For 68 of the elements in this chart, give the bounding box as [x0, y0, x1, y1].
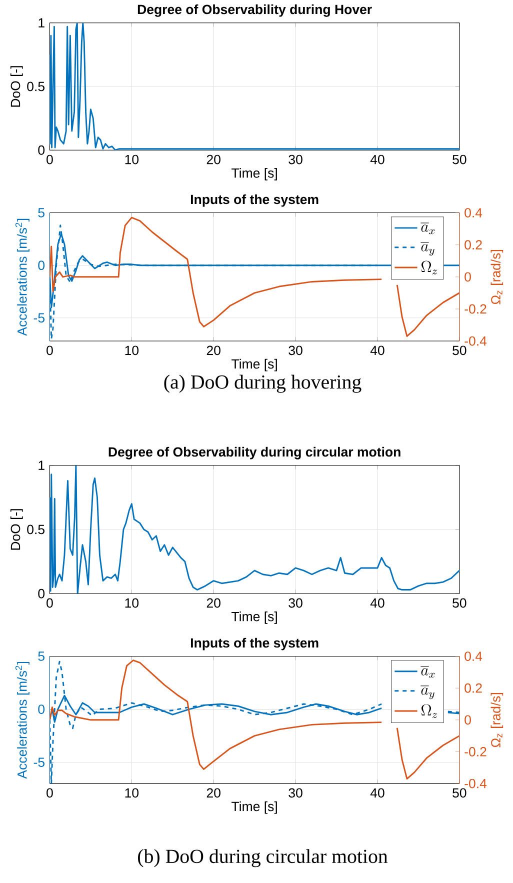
y2-tick-label: -0.4 — [464, 778, 486, 788]
y-tick-label: -5 — [34, 313, 44, 323]
x-tick-label: 40 — [370, 346, 384, 356]
legend-label: $\overline{a}_y$ — [420, 686, 434, 700]
y2-tick-label: -0.2 — [464, 747, 486, 756]
y-tick-label: 0.5 — [27, 524, 44, 534]
y2-tick-label: 0 — [464, 715, 471, 725]
y2-axis-title: Ω$_{z}$ [rad/s] — [490, 692, 504, 748]
legend-label: $\overline{a}_x$ — [420, 222, 435, 234]
y2-tick-label: 0.2 — [464, 240, 482, 250]
y2-tick-label: 0 — [464, 272, 471, 282]
legend-label: $\overline{a}_y$ — [420, 242, 434, 256]
y-tick-label: 0 — [38, 260, 44, 270]
x-tick-label: 40 — [370, 788, 384, 798]
y2-tick-label: 0.4 — [464, 652, 482, 661]
y-axis-title: Accelerations [m/s$^{2}$] — [15, 218, 30, 336]
y-tick-label: 1 — [38, 18, 44, 28]
x-tick-label: 0 — [46, 598, 53, 608]
chart-title: Degree of Observability during Hover — [138, 4, 372, 17]
x-tick-label: 50 — [452, 788, 466, 798]
x-tick-label: 0 — [46, 788, 53, 798]
x-tick-label: 50 — [452, 346, 466, 356]
chart-title: Degree of Observability during circular motion — [108, 446, 400, 460]
x-tick-label: 40 — [370, 154, 384, 164]
text: (b) DoO during circular motion — [138, 849, 388, 868]
x-tick-label: 30 — [288, 154, 302, 164]
y-axis-title: DoO [-] — [10, 66, 23, 107]
x-tick-label: 10 — [125, 598, 138, 608]
x-tick-label: 10 — [125, 788, 138, 798]
y-tick-label: 5 — [38, 652, 44, 661]
y2-tick-label: 0.2 — [464, 683, 482, 693]
x-tick-label: 20 — [206, 346, 220, 356]
x-tick-label: 10 — [125, 346, 138, 356]
y-tick-label: 0 — [38, 588, 44, 598]
x-tick-label: 20 — [206, 788, 220, 798]
x-tick-label: 0 — [46, 154, 53, 164]
y2-axis-title: Ω$_{z}$ [rad/s] — [490, 250, 504, 304]
legend-label: $\Omega_z$ — [421, 704, 438, 718]
y-tick-label: 0.5 — [27, 82, 44, 92]
x-tick-label: 20 — [206, 598, 220, 608]
x-axis-title: Time [s] — [231, 611, 277, 624]
x-tick-label: 0 — [46, 346, 53, 356]
chart-title: Inputs of the system — [190, 194, 318, 207]
x-tick-label: 30 — [288, 346, 302, 356]
x-tick-label: 50 — [452, 598, 466, 608]
x-tick-label: 30 — [288, 598, 302, 608]
y-axis-title: DoO [-] — [10, 509, 23, 550]
y-axis-title: Accelerations [m/s$^{2}$] — [15, 662, 30, 779]
y-tick-label: 5 — [38, 208, 44, 218]
y2-tick-label: 0.4 — [464, 208, 482, 218]
y2-tick-label: -0.2 — [464, 304, 486, 314]
y-tick-label: -5 — [34, 758, 44, 767]
chart-title: Inputs of the system — [190, 638, 318, 650]
y-tick-label: 0 — [38, 145, 44, 155]
text: (a) DoO during hovering — [164, 374, 362, 393]
x-tick-label: 50 — [452, 154, 466, 164]
legend-label: $\Omega_z$ — [421, 260, 438, 274]
x-tick-label: 20 — [206, 154, 220, 164]
x-tick-label: 40 — [370, 598, 384, 608]
y-tick-label: 1 — [38, 460, 44, 470]
legend-label: $\overline{a}_x$ — [420, 666, 435, 678]
y-tick-label: 0 — [38, 704, 44, 714]
y2-tick-label: -0.4 — [464, 336, 486, 346]
x-axis-title: Time [s] — [231, 801, 277, 814]
x-tick-label: 30 — [288, 788, 302, 798]
x-axis-title: Time [s] — [231, 168, 277, 180]
x-tick-label: 10 — [125, 154, 138, 164]
x-axis-title: Time [s] — [231, 358, 277, 372]
